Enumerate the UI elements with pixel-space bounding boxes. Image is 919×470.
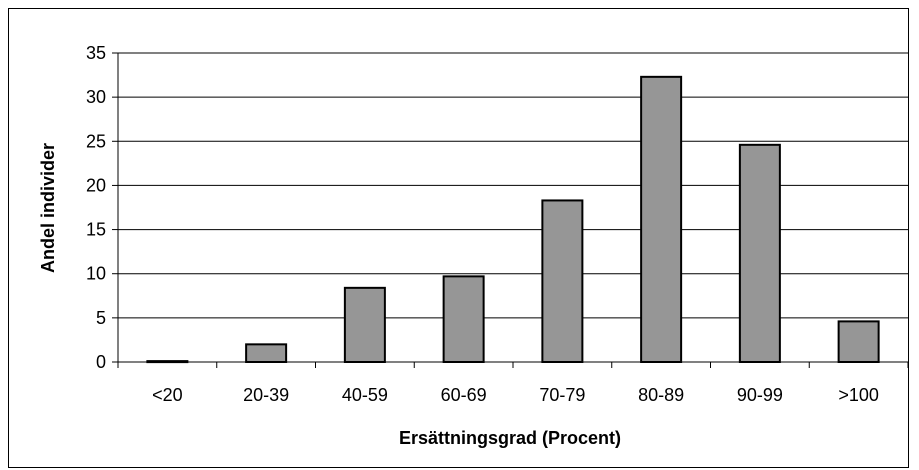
x-tick-label: 80-89 — [638, 385, 684, 405]
x-tick-label: <20 — [152, 385, 183, 405]
x-tick-label: >100 — [838, 385, 879, 405]
bar — [442, 275, 485, 363]
y-tick-label: 0 — [96, 352, 106, 372]
x-tick-label: 90-99 — [737, 385, 783, 405]
y-tick-labels: 0 5 10 15 20 25 30 35 — [86, 43, 106, 372]
bars — [146, 75, 880, 364]
x-tick-label: 60-69 — [441, 385, 487, 405]
y-tick-label: 25 — [86, 131, 106, 151]
axes — [112, 52, 909, 368]
y-tick-label: 35 — [86, 43, 106, 63]
x-axis-title: Ersättningsgrad (Procent) — [399, 428, 621, 448]
x-tick-labels: <20 20-39 40-59 60-69 70-79 80-89 90-99 >100 — [152, 385, 879, 405]
y-tick-label: 15 — [86, 220, 106, 240]
y-tick-label: 30 — [86, 87, 106, 107]
bar — [837, 320, 880, 364]
y-tick-label: 5 — [96, 308, 106, 328]
x-tick-label: 70-79 — [539, 385, 585, 405]
y-tick-label: 20 — [86, 175, 106, 195]
grid-lines — [118, 52, 908, 319]
x-tick-label: 20-39 — [243, 385, 289, 405]
bar — [541, 199, 584, 363]
bar — [640, 75, 683, 364]
bar — [343, 286, 386, 363]
bar — [245, 343, 288, 364]
y-tick-label: 10 — [86, 264, 106, 284]
bar — [738, 143, 781, 363]
x-tick-label: 40-59 — [342, 385, 388, 405]
y-axis-title: Andel individer — [38, 143, 58, 273]
